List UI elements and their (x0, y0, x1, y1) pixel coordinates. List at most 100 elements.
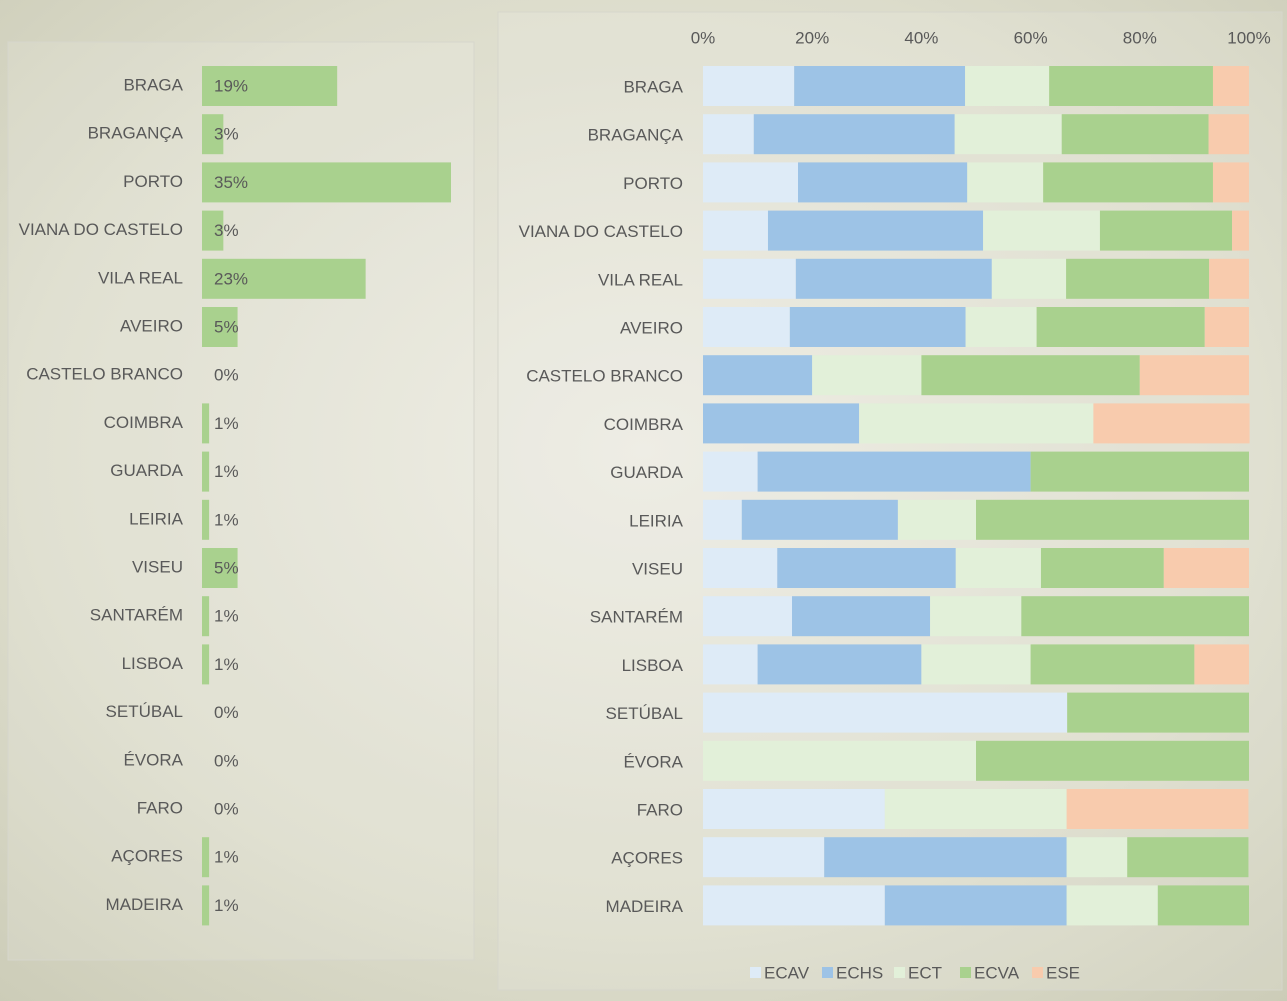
value-label: 1% (214, 462, 239, 481)
x-tick-label: 60% (1014, 28, 1048, 47)
value-label: 0% (214, 703, 239, 722)
category-label: AVEIRO (620, 318, 683, 337)
bar-segment (1100, 211, 1232, 251)
legend-swatch (960, 967, 971, 978)
value-label: 19% (214, 76, 248, 95)
bar-segment (966, 307, 1037, 347)
bar-segment (983, 211, 1100, 251)
category-label: SANTARÉM (590, 608, 683, 627)
bar-segment (921, 644, 1030, 684)
legend-label: ESE (1046, 963, 1080, 982)
bar-segment (703, 644, 758, 684)
bar-segment (798, 162, 967, 202)
value-label: 1% (214, 607, 239, 626)
category-label: VILA REAL (598, 270, 683, 289)
bar-segment (703, 307, 790, 347)
category-label: GUARDA (610, 463, 683, 482)
bar-segment (1021, 596, 1249, 636)
bar-segment (1067, 693, 1249, 733)
bar-segment (1067, 789, 1249, 829)
category-label: SANTARÉM (90, 606, 183, 625)
bar (202, 403, 209, 443)
bar (202, 596, 209, 636)
bar-segment (1049, 66, 1213, 106)
bar-segment (796, 259, 992, 299)
bar-segment (703, 789, 885, 829)
category-label: VISEU (132, 557, 183, 576)
bar-segment (1205, 307, 1249, 347)
bar-segment (885, 789, 1067, 829)
category-label: SETÚBAL (106, 702, 183, 721)
bar-segment (956, 548, 1041, 588)
bar-segment (1037, 307, 1205, 347)
category-label: LEIRIA (129, 509, 184, 528)
bar-segment (967, 162, 1043, 202)
value-label: 1% (214, 414, 239, 433)
bar-segment (921, 355, 1139, 395)
bar-segment (703, 837, 824, 877)
bar-segment (703, 211, 768, 251)
category-label: COIMBRA (604, 415, 684, 434)
bar (202, 452, 209, 492)
legend-label: ECHS (836, 963, 883, 982)
category-label: LEIRIA (629, 511, 684, 530)
bar-segment (794, 66, 965, 106)
category-label: GUARDA (110, 461, 183, 480)
category-label: BRAGANÇA (588, 126, 684, 145)
bar-segment (1031, 644, 1195, 684)
value-label: 0% (214, 751, 239, 770)
bar-segment (703, 452, 758, 492)
legend-swatch (822, 967, 833, 978)
bar-segment (965, 66, 1049, 106)
bar-segment (1164, 548, 1249, 588)
category-label: MADEIRA (606, 897, 684, 916)
bar-segment (1062, 114, 1209, 154)
bar-segment (1158, 885, 1249, 925)
bar-segment (754, 114, 955, 154)
bar-segment (898, 500, 976, 540)
bar-segment (1209, 259, 1249, 299)
value-label: 5% (214, 558, 239, 577)
value-label: 5% (214, 317, 239, 336)
category-label: FARO (637, 800, 683, 819)
bar-segment (1043, 162, 1213, 202)
category-label: BRAGA (623, 77, 683, 96)
category-label: VISEU (632, 559, 683, 578)
category-label: MADEIRA (106, 895, 184, 914)
category-label: SETÚBAL (606, 704, 683, 723)
x-tick-label: 100% (1227, 28, 1270, 47)
bar-segment (703, 355, 812, 395)
category-label: LISBOA (622, 656, 684, 675)
bar-segment (777, 548, 956, 588)
bar-segment (768, 211, 983, 251)
bar-segment (1041, 548, 1164, 588)
bar-segment (703, 162, 798, 202)
category-label: ÉVORA (123, 750, 183, 769)
dashboard: BRAGA19%BRAGANÇA3%PORTO35%VIANA DO CASTE… (0, 0, 1287, 1001)
bar-segment (1066, 259, 1209, 299)
value-label: 1% (214, 848, 239, 867)
bar-segment (1031, 452, 1249, 492)
bar-segment (703, 66, 794, 106)
bar-segment (1140, 355, 1249, 395)
category-label: AÇORES (611, 849, 683, 868)
category-label: CASTELO BRANCO (526, 367, 683, 386)
bar (202, 644, 209, 684)
legend-label: ECT (908, 963, 942, 982)
category-label: AVEIRO (120, 316, 183, 335)
bar-segment (1213, 162, 1249, 202)
bar-segment (885, 885, 1067, 925)
bar-segment (790, 307, 966, 347)
bar-segment (955, 114, 1062, 154)
category-label: VIANA DO CASTELO (19, 220, 183, 239)
category-label: PORTO (623, 174, 683, 193)
page: {"chart_data": [ {"type": "bar", "catego… (0, 0, 1287, 1001)
bar-segment (703, 500, 742, 540)
x-tick-label: 20% (795, 28, 829, 47)
bar-segment (703, 741, 976, 781)
category-label: BRAGA (123, 75, 183, 94)
x-tick-label: 40% (904, 28, 938, 47)
category-label: VIANA DO CASTELO (519, 222, 683, 241)
category-label: COIMBRA (104, 413, 184, 432)
bar-segment (1067, 837, 1128, 877)
